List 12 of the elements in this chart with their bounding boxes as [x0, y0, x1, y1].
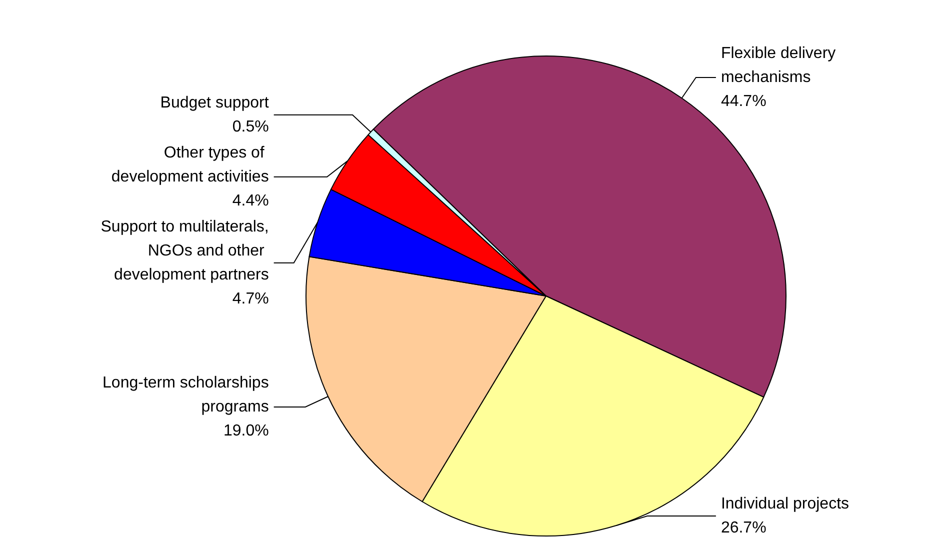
- data-label: 44.7%: [720, 93, 766, 110]
- slice-label: Other types of development activities: [111, 144, 269, 186]
- data-label: 19.0%: [223, 422, 269, 440]
- slice-label: Support to multilaterals, NGOs and other development partners: [100, 218, 269, 284]
- data-label: 4.4%: [232, 192, 269, 210]
- data-label: 4.7%: [232, 290, 269, 308]
- slice-label: Long-term scholarships programs: [102, 374, 269, 416]
- slice-label: Budget support: [160, 94, 270, 112]
- slice-label: Individual projects: [720, 496, 850, 512]
- data-label: 0.5%: [232, 118, 269, 136]
- slice-label: Flexible delivery mechanisms: [720, 45, 840, 86]
- data-label: 26.7%: [720, 520, 766, 536]
